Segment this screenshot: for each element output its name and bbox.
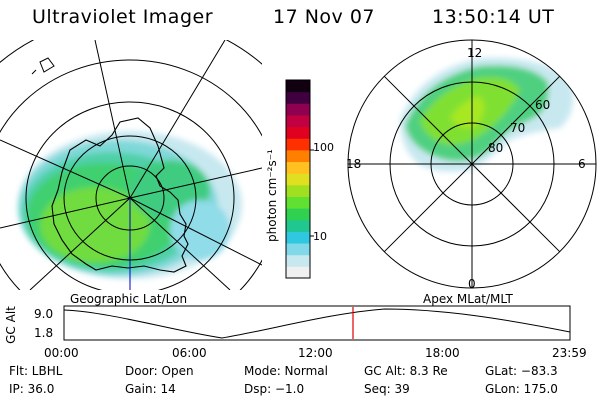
colorbar	[285, 79, 314, 279]
date-label: 17 Nov 07	[273, 6, 376, 28]
time-label: 13:50:14 UT	[432, 6, 555, 28]
right-panel-label: Apex MLat/MLT	[423, 292, 513, 306]
altitude-ytick-low: 1.8	[34, 326, 54, 340]
info-gain: Gain: 14	[125, 382, 176, 396]
colorbar-segment	[286, 173, 310, 186]
colorbar-segment	[286, 80, 310, 93]
info-filter: Flt: LBHL	[9, 364, 63, 378]
colorbar-segment	[286, 103, 310, 116]
colorbar-segment	[286, 184, 310, 197]
x-tick-1800: 18:00	[425, 346, 460, 360]
info-glat: GLat: −83.3	[485, 364, 558, 378]
info-ip: IP: 36.0	[9, 382, 55, 396]
mlat-label-60: 60	[535, 98, 550, 112]
colorbar-tick-10: 10	[313, 230, 327, 243]
colorbar-tick-100: 100	[313, 141, 334, 154]
colorbar-segment	[286, 243, 310, 256]
x-tick-0000: 00:00	[44, 346, 79, 360]
magnetic-image: 12 18 6 0 60 70 80	[346, 39, 597, 291]
x-tick-1200: 12:00	[298, 346, 333, 360]
altitude-ylabel: GC Alt	[3, 306, 18, 344]
left-panel-label: Geographic Lat/Lon	[70, 292, 188, 306]
info-glon: GLon: 175.0	[485, 382, 558, 396]
mlat-label-70: 70	[510, 121, 525, 135]
mag-grid	[347, 39, 597, 289]
colorbar-frame	[285, 79, 311, 279]
altitude-curve	[63, 308, 571, 339]
colorbar-segment	[286, 254, 310, 267]
geographic-image	[0, 40, 262, 290]
colorbar-segment	[286, 208, 310, 221]
emission-region-mag	[400, 57, 574, 172]
colorbar-segment	[286, 219, 310, 232]
mlt-label-0: 0	[468, 277, 476, 291]
colorbar-segment	[286, 138, 310, 151]
info-gc-alt: GC Alt: 8.3 Re	[364, 364, 448, 378]
instrument-title: Ultraviolet Imager	[32, 6, 214, 28]
x-tick-0600: 06:00	[172, 346, 207, 360]
altitude-ytick-high: 9.0	[34, 307, 54, 321]
coastline	[51, 117, 189, 273]
colorbar-segment	[286, 161, 310, 174]
colorbar-segment	[286, 231, 310, 244]
mlt-label-6: 6	[578, 157, 586, 171]
info-door: Door: Open	[125, 364, 194, 378]
colorbar-segment	[286, 149, 310, 163]
mlat-label-80: 80	[488, 141, 503, 155]
colorbar-segment	[286, 196, 310, 209]
x-tick-2359: 23:59	[552, 346, 587, 360]
colorbar-unit-label: photon cm⁻²s⁻¹	[265, 149, 279, 242]
colorbar-segment	[286, 114, 310, 128]
info-seq: Seq: 39	[364, 382, 410, 396]
mlt-label-18: 18	[346, 157, 361, 171]
mlt-label-12: 12	[467, 46, 482, 60]
colorbar-segment	[286, 266, 310, 279]
colorbar-segment	[286, 126, 310, 139]
info-dsp: Dsp: −1.0	[244, 382, 305, 396]
colorbar-segment	[286, 91, 310, 104]
altitude-plot	[63, 305, 571, 341]
info-mode: Mode: Normal	[244, 364, 328, 378]
geo-grid	[0, 40, 262, 290]
